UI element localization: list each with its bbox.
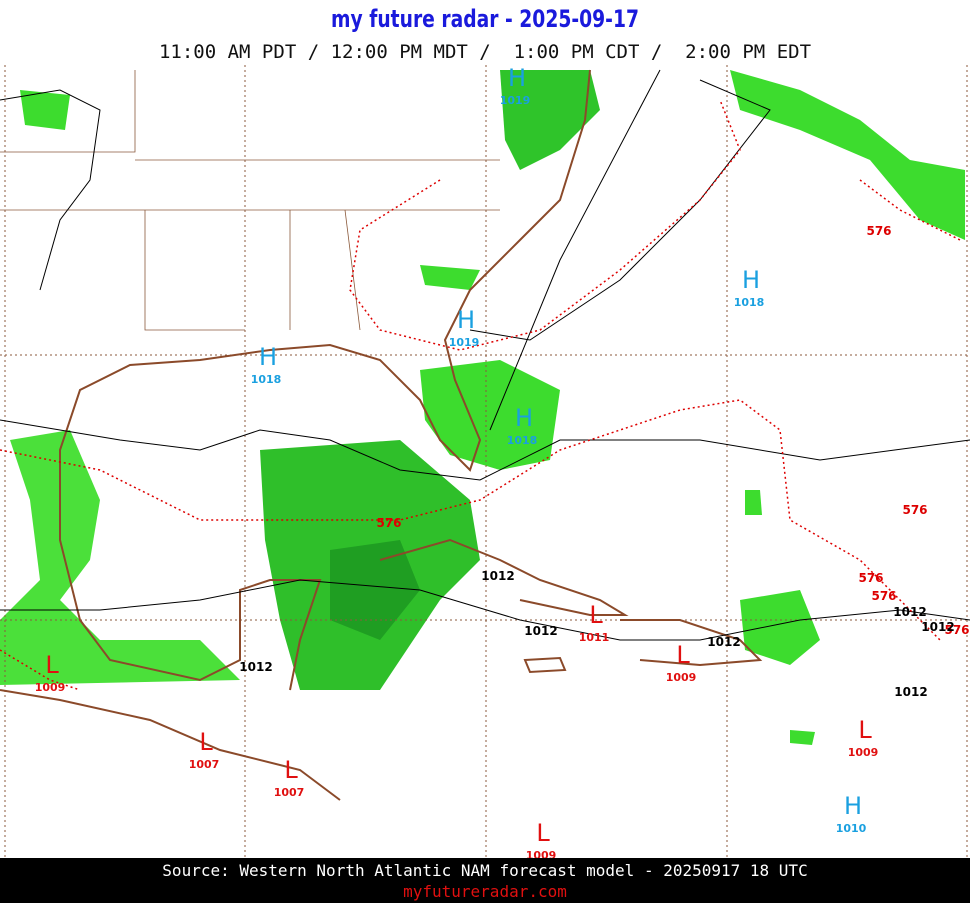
pressure-letter: H bbox=[515, 404, 533, 432]
pressure-value: 1019 bbox=[500, 94, 531, 107]
thickness-label: 576 bbox=[902, 503, 927, 517]
thickness-label: 576 bbox=[866, 224, 891, 238]
pressure-letter: H bbox=[259, 343, 277, 371]
coastlines bbox=[0, 69, 763, 801]
pressure-letter: L bbox=[199, 728, 213, 756]
pressure-letter: H bbox=[844, 792, 862, 820]
pressure-letter: L bbox=[284, 756, 298, 784]
thickness-label: 576 bbox=[871, 589, 896, 603]
isobar-label: 1012 bbox=[481, 569, 514, 583]
pressure-letter: L bbox=[589, 601, 603, 629]
thickness-label: 576 bbox=[376, 516, 401, 530]
pressure-value: 1009 bbox=[848, 746, 879, 759]
borders bbox=[0, 70, 500, 331]
pressure-value: 1018 bbox=[507, 434, 538, 447]
isobar-label: 1012 bbox=[707, 635, 740, 649]
thickness-label: 576 bbox=[858, 571, 883, 585]
pressure-letter: L bbox=[536, 819, 550, 847]
thickness-contours bbox=[0, 99, 961, 691]
time-zones: 11:00 AM PDT / 12:00 PM MDT / 1:00 PM CD… bbox=[159, 41, 811, 63]
title: my future radar - 2025-09-17 bbox=[331, 6, 639, 34]
pressure-value: 1007 bbox=[189, 758, 220, 771]
pressure-value: 1007 bbox=[274, 786, 305, 799]
pressure-letter: H bbox=[742, 266, 760, 294]
isobar-label: 1012 bbox=[524, 624, 557, 638]
pressure-value: 1010 bbox=[836, 822, 867, 835]
grid bbox=[0, 65, 970, 858]
pressure-value: 1009 bbox=[35, 681, 66, 694]
url[interactable]: myfutureradar.com bbox=[403, 882, 567, 901]
isobar-label: 1012 bbox=[921, 620, 954, 634]
pressure-value: 1011 bbox=[579, 631, 610, 644]
source: Source: Western North Atlantic NAM forec… bbox=[162, 861, 807, 880]
pressure-value: 1018 bbox=[734, 296, 765, 309]
pressure-letter: L bbox=[45, 651, 59, 679]
pressure-letter: H bbox=[508, 64, 526, 92]
isobar-label: 1012 bbox=[893, 605, 926, 619]
pressure-value: 1019 bbox=[449, 336, 480, 349]
pressure-letter: L bbox=[676, 641, 690, 669]
pressure-value: 1009 bbox=[666, 671, 697, 684]
pressure-letter: H bbox=[457, 306, 475, 334]
thickness-label: 576 bbox=[944, 623, 969, 637]
isobars bbox=[0, 69, 970, 641]
pressure-value: 1018 bbox=[251, 373, 282, 386]
isobar-label: 1012 bbox=[894, 685, 927, 699]
pressure-letter: L bbox=[858, 716, 872, 744]
footer-band bbox=[0, 858, 970, 903]
isobar-label: 1012 bbox=[239, 660, 272, 674]
